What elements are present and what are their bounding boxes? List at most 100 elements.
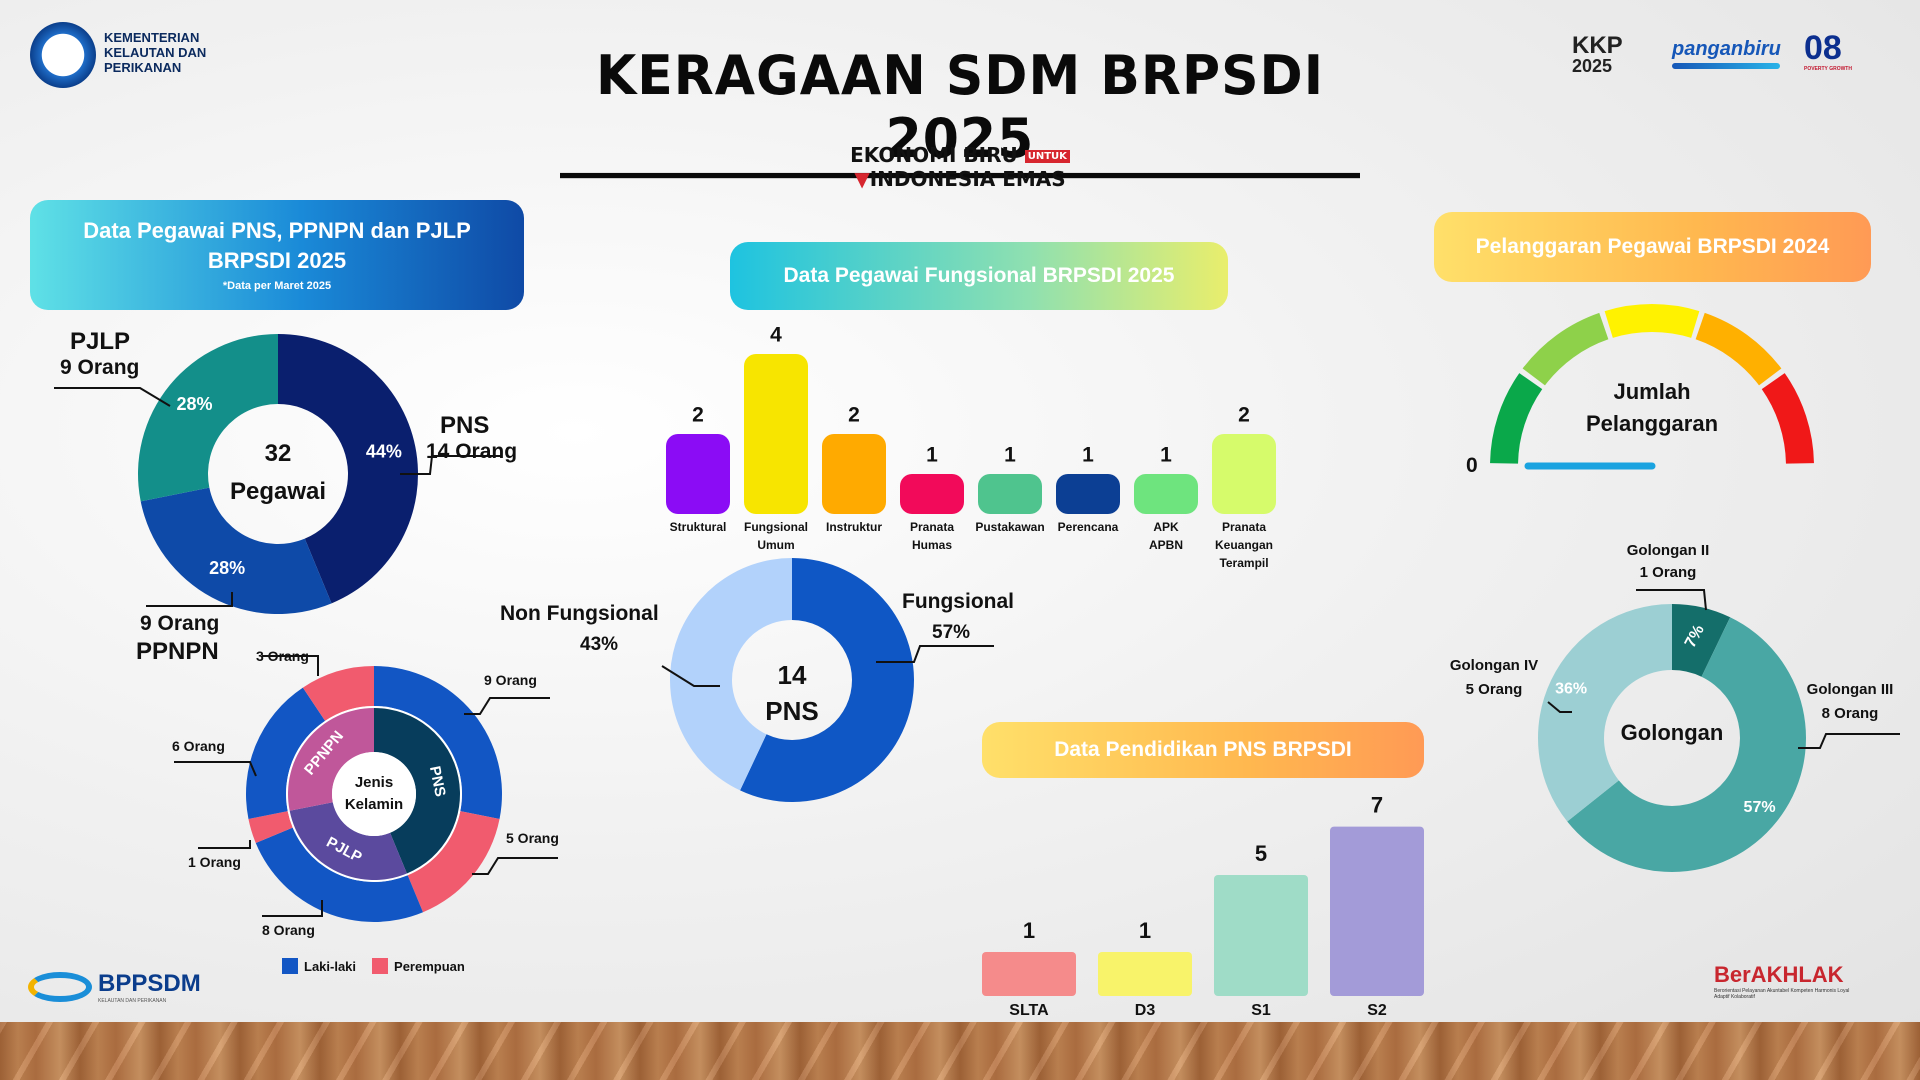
pendidikan-bar-0 (982, 952, 1076, 996)
fungsional-value-7: 2 (1238, 404, 1250, 427)
fungsional-value-0: 2 (692, 404, 704, 427)
pns-count: 14 Orang (426, 440, 518, 463)
fungsional-bar-1 (744, 354, 808, 514)
gender-label-5: 5 Orang (506, 830, 559, 846)
berakhlak-logo: BerAKHLAK Berorientasi Pelayanan Akuntab… (1714, 962, 1850, 1000)
legend-male-swatch (282, 958, 298, 974)
ministry-name: KEMENTERIAN KELAUTAN DAN PERIKANAN (104, 30, 207, 75)
pendidikan-value-1: 1 (1139, 918, 1151, 943)
fungsional-donut (669, 557, 914, 802)
gauge-segment-4 (1761, 373, 1814, 464)
gender-label-8: 8 Orang (262, 922, 315, 938)
gauge-segment-2 (1604, 304, 1700, 338)
legend-male-label: Laki-laki (304, 958, 357, 974)
kkp-2025-logo: KKP 2025 (1572, 32, 1623, 77)
fungsional-bar-4 (978, 474, 1042, 514)
gender-outer-slice-2 (255, 827, 423, 923)
panel-header-pelanggaran: Pelanggaran Pegawai BRPSDI 2024 (1434, 212, 1871, 282)
gender-inner-slice-1 (289, 802, 407, 880)
gender-inner-label-0: PNS (426, 765, 449, 799)
fungsional-tick-7-2: Terampil (1219, 556, 1268, 570)
panel-header-pendidikan: Data Pendidikan PNS BRPSDI (982, 722, 1424, 778)
ppnpn-count: 9 Orang (140, 612, 220, 635)
golongan-pct-label-2: 36% (1555, 681, 1587, 698)
fungsional-pct: 57% (932, 622, 971, 643)
pegawai-center-label: Pegawai (229, 478, 327, 505)
legend-female-swatch (372, 958, 389, 974)
gender-label-3: 3 Orang (256, 648, 309, 664)
pegawai-pct-label-2: 28% (176, 394, 212, 414)
panel-header-pegawai: Data Pegawai PNS, PPNPN dan PJLP BRPSDI … (30, 200, 524, 310)
golongan-slice-0 (1672, 604, 1731, 677)
golongan-center-label: Golongan (1620, 720, 1724, 745)
gol4-label: Golongan IV 5 Orang (1449, 657, 1539, 698)
pendidikan-bar-3 (1330, 826, 1424, 996)
pegawai-slice-0 (278, 334, 418, 604)
golongan-slice-2 (1538, 604, 1672, 822)
fungsional-tick-6-1: APBN (1149, 538, 1183, 552)
nonfungsional-label: Non Fungsional (500, 602, 659, 625)
pendidikan-tick-0: SLTA (1009, 1002, 1049, 1019)
pendidikan-tick-3: S2 (1367, 1002, 1387, 1019)
fungsional-bar-3 (900, 474, 964, 514)
gauge-segment-0 (1490, 373, 1543, 464)
fungsional-tick-4-0: Pustakawan (975, 520, 1044, 534)
kkp-logo (30, 22, 96, 88)
gender-center-label: Jenis Kelamin (344, 774, 404, 813)
ppnpn-label: PPNPN (136, 638, 219, 665)
pns-split-slice-1 (669, 558, 792, 791)
fungsional-tick-0-0: Struktural (670, 520, 727, 534)
gender-inner-slice-0 (374, 708, 460, 874)
pns-split-slice-0 (740, 557, 914, 802)
fungsional-bar-chart: 2 Struktural 4 Fungsional Umum 2 Instruktur 1 Pr… (666, 324, 1276, 570)
pendidikan-value-0: 1 (1023, 918, 1035, 943)
gender-outer-slice-4 (246, 687, 326, 819)
pendidikan-bar-chart: 1 SLTA 1 D3 5 S1 7 S2 (982, 792, 1424, 1019)
fungsional-label: Fungsional (902, 590, 1014, 613)
fungsional-tick-5-0: Perencana (1058, 520, 1119, 534)
gender-outer-slice-3 (248, 811, 293, 843)
fungsional-center-value: 14 (777, 660, 807, 690)
fungsional-bar-0 (666, 434, 730, 514)
pegawai-slice-1 (140, 487, 332, 614)
gender-label-6: 6 Orang (172, 738, 225, 754)
gender-legend: Laki-laki Perempuan (282, 958, 465, 974)
fungsional-tick-7-0: Pranata (1222, 520, 1266, 534)
pegawai-donut: 44% 28% 28% (138, 334, 418, 614)
bppsdm-swirl-icon (28, 972, 92, 1002)
fungsional-tick-6-0: APK (1153, 520, 1179, 534)
fungsional-tick-2-0: Instruktur (826, 520, 882, 534)
gauge-label: Jumlah Pelanggaran (1585, 379, 1719, 436)
fungsional-bar-2 (822, 434, 886, 514)
fungsional-bar-5 (1056, 474, 1120, 514)
gender-label-9: 9 Orang (484, 672, 537, 688)
gauge-segment-3 (1695, 312, 1782, 386)
pegawai-center-value: 32 (264, 440, 292, 467)
fungsional-tick-3-1: Humas (912, 538, 952, 552)
pelanggaran-gauge (1490, 304, 1814, 470)
gol3-label: Golongan III 8 Orang (1806, 681, 1894, 722)
pjlp-count: 9 Orang (60, 356, 140, 379)
golongan-slice-1 (1567, 617, 1807, 873)
fungsional-bar-6 (1134, 474, 1198, 514)
gender-outer-slice-0 (374, 666, 502, 819)
gender-inner-slice-2 (288, 708, 374, 811)
gauge-segment-1 (1522, 312, 1609, 386)
fungsional-center-label: PNS (765, 696, 819, 726)
pegawai-pct-label-1: 28% (209, 558, 245, 578)
pendidikan-bar-2 (1214, 875, 1308, 996)
gender-outer-slice-1 (407, 811, 500, 913)
gender-outer-slice-5 (302, 666, 374, 721)
gender-center (332, 752, 416, 836)
logo-08: 08 POVERTY GROWTH (1804, 29, 1852, 72)
fungsional-value-5: 1 (1082, 444, 1094, 467)
fungsional-tick-3-0: Pranata (910, 520, 954, 534)
pendidikan-tick-1: D3 (1135, 1002, 1156, 1019)
bppsdm-logo: BPPSDM KELAUTAN DAN PERIKANAN (28, 970, 201, 1004)
golongan-pct-label-1: 57% (1744, 799, 1776, 816)
wooden-floor (0, 1022, 1920, 1080)
pendidikan-value-3: 7 (1371, 792, 1383, 817)
pendidikan-tick-2: S1 (1251, 1002, 1271, 1019)
